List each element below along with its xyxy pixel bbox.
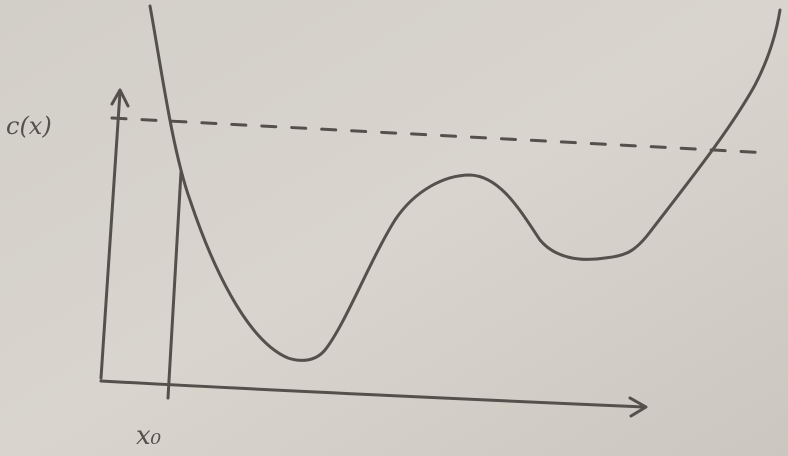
paper	[0, 0, 788, 456]
sketch: c(x) x₀	[0, 0, 788, 456]
page: {"labels": {"y_axis": "c(x)", "x_marker"…	[0, 0, 788, 456]
y-axis-label: c(x)	[6, 112, 52, 140]
x0-label: x₀	[136, 421, 162, 451]
